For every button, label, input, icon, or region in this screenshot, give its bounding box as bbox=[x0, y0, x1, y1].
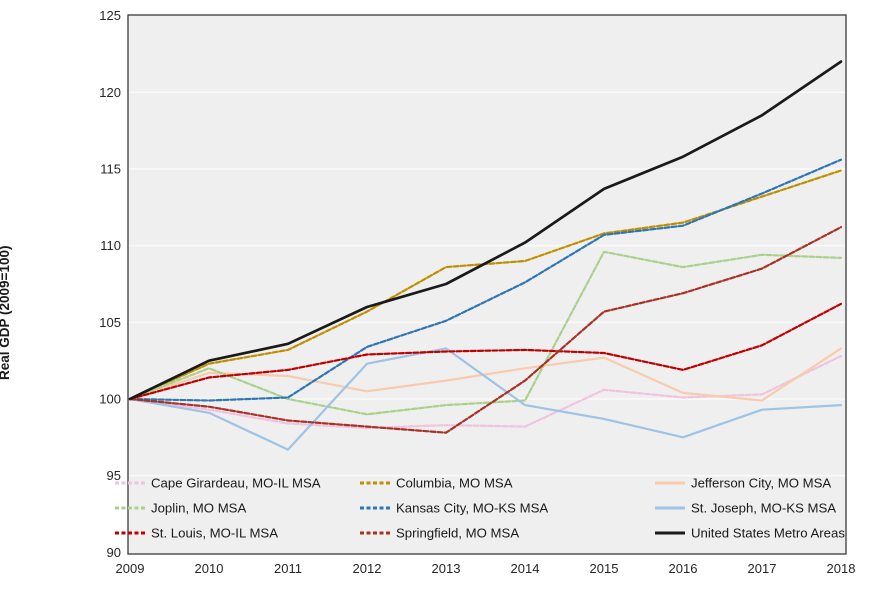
legend-item-cape-girardeau-mo-il-msa: Cape Girardeau, MO-IL MSA bbox=[115, 476, 321, 491]
plot-area bbox=[128, 15, 846, 554]
legend-label-cape-girardeau-mo-il-msa: Cape Girardeau, MO-IL MSA bbox=[151, 476, 321, 491]
x-tick-label-2011: 2011 bbox=[274, 561, 302, 576]
legend-label-columbia-mo-msa: Columbia, MO MSA bbox=[396, 476, 513, 491]
series-line-joplin-mo-msa bbox=[128, 250, 843, 416]
legend-label-united-states-metro-areas: United States Metro Areas bbox=[691, 526, 845, 541]
legend-item-st-joseph-mo-ks-msa: St. Joseph, MO-KS MSA bbox=[655, 501, 836, 516]
y-tick-label-125: 125 bbox=[99, 8, 121, 23]
legend-item-jefferson-city-mo-msa: Jefferson City, MO MSA bbox=[655, 476, 831, 491]
x-tick-label-2015: 2015 bbox=[590, 561, 619, 576]
x-tick-label-2009: 2009 bbox=[116, 561, 145, 576]
plot-border bbox=[127, 14, 847, 555]
x-tick-label-2018: 2018 bbox=[827, 561, 856, 576]
x-tick-label-2013: 2013 bbox=[432, 561, 461, 576]
x-tick-label-2016: 2016 bbox=[669, 561, 698, 576]
x-tick-label-2014: 2014 bbox=[511, 561, 540, 576]
series-line-united-states-metro-areas bbox=[128, 60, 843, 401]
legend-item-st-louis-mo-il-msa: St. Louis, MO-IL MSA bbox=[115, 526, 278, 541]
x-tick-label-2012: 2012 bbox=[353, 561, 382, 576]
y-tick-label-100: 100 bbox=[99, 392, 121, 407]
y-tick-label-95: 95 bbox=[107, 468, 121, 483]
legend-label-st-joseph-mo-ks-msa: St. Joseph, MO-KS MSA bbox=[691, 501, 836, 516]
legend-label-st-louis-mo-il-msa: St. Louis, MO-IL MSA bbox=[151, 526, 278, 541]
y-tick-label-115: 115 bbox=[100, 161, 121, 176]
x-tick-label-2010: 2010 bbox=[195, 561, 224, 576]
y-tick-label-110: 110 bbox=[100, 238, 121, 253]
y-axis-title: Real GDP (2009=100) bbox=[0, 245, 12, 380]
y-tick-label-105: 105 bbox=[99, 315, 121, 330]
x-tick-label-2017: 2017 bbox=[748, 561, 777, 576]
series-line-springfield-mo-msa bbox=[128, 226, 843, 434]
series-line-jefferson-city-mo-msa bbox=[128, 347, 843, 402]
series-line-st-joseph-mo-ks-msa bbox=[128, 347, 843, 451]
legend-label-kansas-city-mo-ks-msa: Kansas City, MO-KS MSA bbox=[396, 501, 548, 516]
y-tick-label-90: 90 bbox=[107, 545, 121, 560]
y-tick-label-120: 120 bbox=[99, 85, 121, 100]
legend-label-joplin-mo-msa: Joplin, MO MSA bbox=[151, 501, 246, 516]
series-line-st-louis-mo-il-msa bbox=[128, 302, 843, 401]
legend-item-united-states-metro-areas: United States Metro Areas bbox=[655, 526, 845, 541]
legend-item-columbia-mo-msa: Columbia, MO MSA bbox=[360, 476, 513, 491]
series-line-kansas-city-mo-ks-msa bbox=[128, 158, 843, 402]
legend-item-joplin-mo-msa: Joplin, MO MSA bbox=[115, 501, 246, 516]
legend-item-springfield-mo-msa: Springfield, MO MSA bbox=[360, 526, 519, 541]
legend-label-springfield-mo-msa: Springfield, MO MSA bbox=[396, 526, 519, 541]
legend-label-jefferson-city-mo-msa: Jefferson City, MO MSA bbox=[691, 476, 831, 491]
legend-item-kansas-city-mo-ks-msa: Kansas City, MO-KS MSA bbox=[360, 501, 548, 516]
